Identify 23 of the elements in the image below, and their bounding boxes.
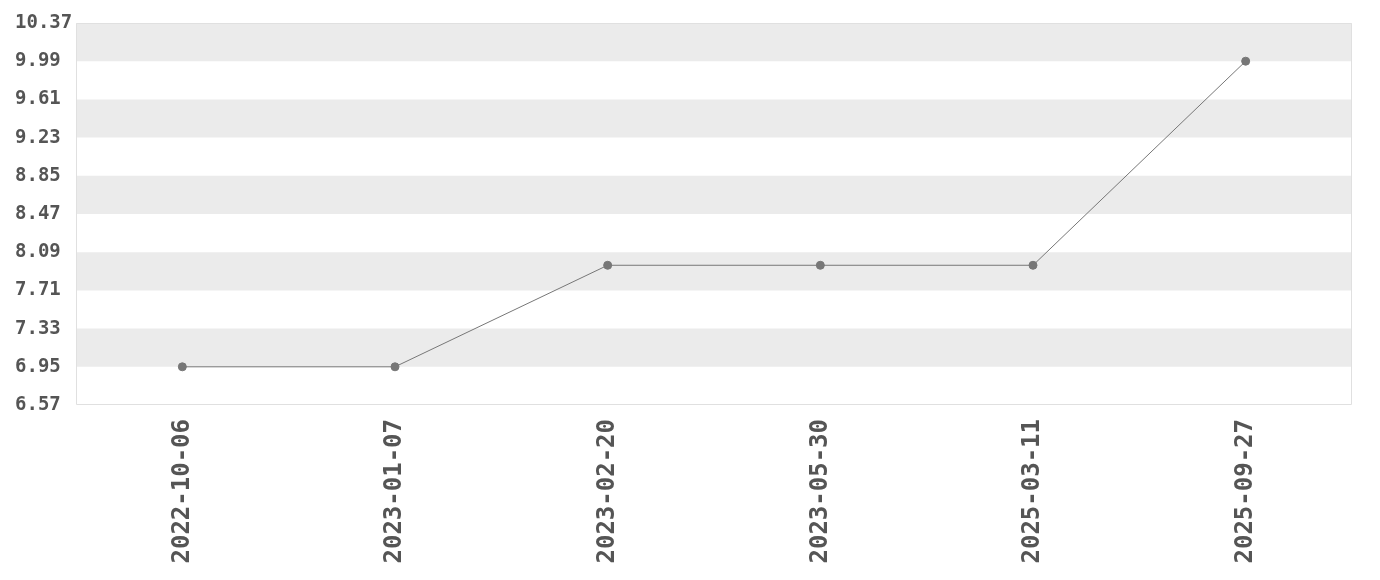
y-tick-label: 10.37 (15, 9, 73, 32)
x-tick-label: 2023-01-07 (379, 419, 408, 564)
point (1028, 260, 1038, 270)
y-tick-label: 7.71 (15, 277, 61, 300)
y-tick-label: 6.57 (15, 391, 61, 414)
y-tick-label: 8.09 (15, 239, 61, 262)
y-tick-label: 7.33 (15, 315, 61, 338)
y-tick-label: 8.47 (15, 200, 61, 223)
y-tick-label: 8.85 (15, 162, 61, 185)
y-tick-label: 9.99 (15, 48, 61, 71)
y-tick-label: 9.23 (15, 124, 61, 147)
x-tick-label: 2025-09-27 (1229, 419, 1258, 564)
point (390, 362, 400, 372)
x-tick-label: 2025-03-11 (1017, 419, 1046, 564)
y-tick-label: 9.61 (15, 86, 61, 109)
x-tick-label: 2023-05-30 (804, 419, 833, 564)
point (1241, 56, 1251, 66)
y-tick-label: 6.95 (15, 353, 61, 376)
x-tick-label: 2022-10-06 (166, 419, 195, 564)
point (603, 260, 613, 270)
point (177, 362, 187, 372)
point (815, 260, 825, 270)
x-tick-label: 2023-02-20 (591, 419, 620, 564)
